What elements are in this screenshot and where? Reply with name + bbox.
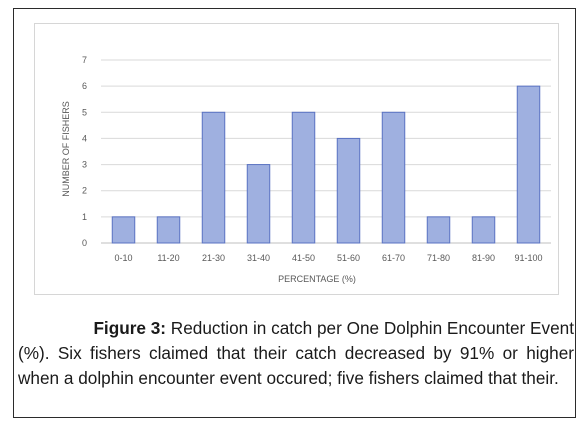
x-tick-labels: 0-10 11-20 21-30 31-40 41-50 51-60 61-70 71-80 8…: [114, 253, 542, 263]
bar-11-20: [156, 216, 181, 244]
x-tick-label: 81-90: [472, 253, 495, 263]
caption-title: Reduction in catch per One Dolphin Encou…: [170, 318, 574, 338]
gridlines: [101, 59, 551, 244]
x-tick-label: 0-10: [114, 253, 132, 263]
y-tick-label: 1: [82, 212, 87, 222]
caption-first-line: Figure 3: Reduction in catch per One Dol…: [18, 316, 574, 341]
bar-31-40: [246, 164, 271, 244]
chart-container: 0 1 2 3 4 5 6 7 0-10 11-20 21-30 31-40 41-50 51-60 61…: [34, 23, 559, 295]
x-tick-label: 31-40: [247, 253, 270, 263]
bar-0-10: [111, 216, 136, 244]
x-tick-label: 11-20: [157, 253, 179, 263]
caption-body: (%). Six fishers claimed that their catc…: [18, 343, 574, 388]
bar-61-70: [381, 111, 406, 244]
bars: [111, 85, 541, 244]
y-tick-label: 2: [82, 186, 87, 196]
y-tick-label: 6: [82, 81, 87, 91]
y-tick-label: 7: [82, 55, 87, 65]
figure-caption: Figure 3: Reduction in catch per One Dol…: [18, 316, 574, 391]
x-tick-label: 61-70: [382, 253, 405, 263]
bar-81-90: [471, 216, 496, 244]
y-tick-label: 5: [82, 107, 87, 117]
bar-21-30: [201, 111, 226, 244]
bar-chart: 0 1 2 3 4 5 6 7 0-10 11-20 21-30 31-40 41-50 51-60 61…: [61, 55, 551, 284]
bar-41-50: [291, 111, 316, 244]
x-tick-label: 41-50: [292, 253, 315, 263]
bar-91-100: [516, 85, 541, 244]
y-tick-label: 3: [82, 160, 87, 170]
caption-label: Figure 3:: [93, 318, 167, 338]
y-tick-labels: 0 1 2 3 4 5 6 7: [82, 55, 87, 248]
x-tick-label: 21-30: [202, 253, 225, 263]
bar-71-80: [426, 216, 451, 244]
figure-frame: 0 1 2 3 4 5 6 7 0-10 11-20 21-30 31-40 41-50 51-60 61…: [13, 8, 576, 418]
x-tick-label: 71-80: [427, 253, 450, 263]
bar-51-60: [336, 137, 361, 244]
y-tick-label: 0: [82, 238, 87, 248]
y-tick-label: 4: [82, 133, 87, 143]
x-axis-label: PERCENTAGE (%): [278, 274, 356, 284]
x-tick-label: 91-100: [514, 253, 542, 263]
y-axis-label: NUMBER OF FISHERS: [61, 101, 71, 197]
x-tick-label: 51-60: [337, 253, 360, 263]
